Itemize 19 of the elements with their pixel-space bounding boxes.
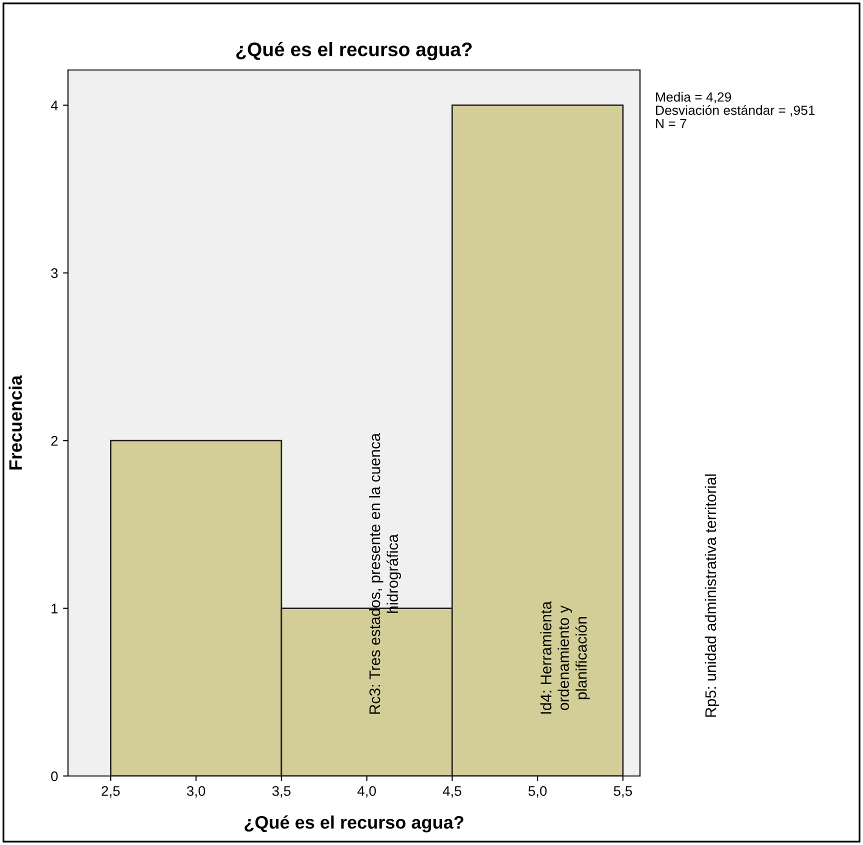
y-tick-label: 3 bbox=[51, 268, 58, 278]
x-tick-label: 3,0 bbox=[186, 786, 206, 798]
x-tick-label: 2,5 bbox=[102, 786, 120, 798]
text: Rp5: unidad administrativa territorial bbox=[704, 474, 720, 717]
annotation: Rc3: Tres estados, presente en la cuenca hidrográfica bbox=[368, 433, 402, 714]
chart-title: ¿Qué es el recurso agua? bbox=[236, 42, 472, 60]
y-tick-label: 2 bbox=[51, 436, 58, 446]
x-tick-label: 4,0 bbox=[357, 786, 376, 798]
y-tick-label: 1 bbox=[52, 604, 58, 614]
x-tick-label: 5,5 bbox=[614, 786, 632, 798]
y-axis-title: Frecuencia bbox=[8, 375, 22, 470]
y-tick-label: 4 bbox=[50, 100, 58, 110]
x-axis-title: ¿Qué es el recurso agua? bbox=[244, 815, 464, 832]
x-tick-label: 5,0 bbox=[528, 786, 547, 798]
text: Media = 4,29 Desviación estándar = ,951 N = 7 bbox=[656, 92, 815, 128]
y-tick-label: 0 bbox=[51, 771, 58, 782]
x-tick-label: 4,5 bbox=[442, 786, 462, 798]
annotation: Id4: Herramienta ordenamiento y planificación bbox=[540, 601, 590, 714]
x-tick-label: 3,5 bbox=[272, 786, 291, 798]
